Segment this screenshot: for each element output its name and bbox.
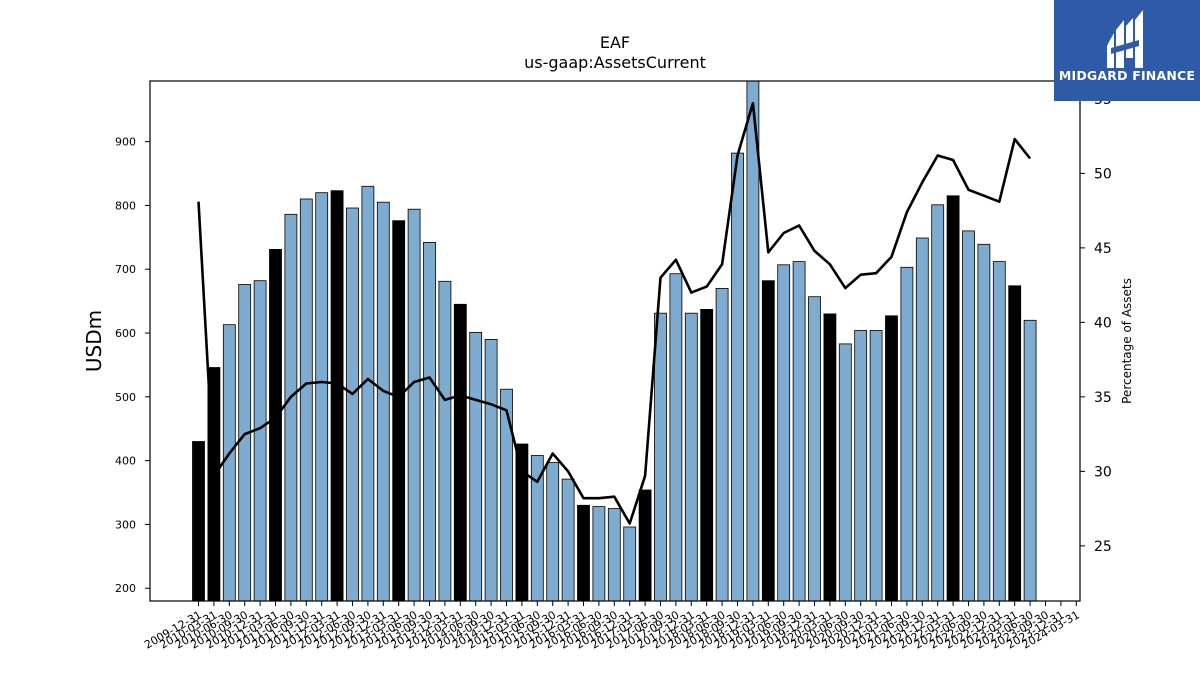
- plot-frame: [149, 80, 1081, 602]
- bar: [915, 237, 929, 602]
- bar: [1023, 319, 1037, 602]
- bar: [269, 248, 282, 602]
- bar: [731, 152, 744, 602]
- y-tick-label: 300: [115, 518, 136, 531]
- y2-tick-label: 35: [1094, 390, 1112, 406]
- bar: [315, 192, 329, 602]
- bar: [623, 526, 637, 602]
- y-axis-left: 200 300 400 500 600 700 800 900: [115, 136, 150, 595]
- bar: [700, 308, 714, 602]
- y-tick-label: 500: [115, 391, 136, 404]
- bar: [607, 508, 621, 602]
- bar: [299, 198, 313, 602]
- bar: [931, 204, 945, 602]
- bar: [654, 312, 667, 602]
- bar: [530, 455, 544, 602]
- bar: [253, 280, 267, 602]
- y-tick-label: 400: [115, 455, 136, 468]
- bar: [715, 287, 729, 602]
- brand-logo: MIDGARD FINANCE: [1054, 0, 1200, 101]
- y2-tick-label: 45: [1094, 241, 1112, 257]
- bar: [777, 264, 791, 602]
- y2-tick-label: 40: [1094, 315, 1112, 331]
- bar: [407, 208, 421, 602]
- bar: [838, 343, 852, 602]
- line-series: [197, 102, 1032, 525]
- bar: [808, 296, 821, 602]
- logo-text: MIDGARD FINANCE: [1058, 68, 1196, 83]
- y-tick-label: 600: [115, 327, 136, 340]
- bar: [1008, 285, 1022, 602]
- y2-tick-label: 50: [1094, 166, 1112, 182]
- y-tick-label: 900: [115, 136, 136, 149]
- bar: [823, 313, 837, 602]
- bar: [376, 201, 390, 602]
- bar: [684, 312, 698, 602]
- y2-tick-label: 30: [1094, 464, 1112, 480]
- bar: [330, 190, 344, 602]
- bar: [761, 280, 775, 602]
- y-axis-label: USDm: [82, 310, 106, 372]
- bar: [453, 303, 467, 602]
- bar: [577, 504, 590, 602]
- bar: [638, 489, 652, 602]
- y2-axis-label: Percentage of Assets: [1120, 278, 1134, 404]
- bar: [962, 230, 975, 602]
- y-tick-label: 800: [115, 199, 136, 212]
- bar-series: [192, 80, 1037, 602]
- bar: [469, 331, 483, 602]
- bar: [746, 80, 760, 602]
- percentage-line: [197, 102, 1032, 525]
- bar: [561, 478, 575, 602]
- bar: [792, 261, 806, 602]
- bar: [423, 241, 436, 602]
- bar: [438, 280, 452, 602]
- bar: [869, 330, 883, 602]
- bar: [484, 338, 498, 602]
- bar: [977, 243, 991, 602]
- bar: [946, 195, 960, 602]
- bar: [885, 315, 898, 602]
- bar: [222, 324, 236, 602]
- bar: [361, 185, 375, 602]
- bar: [854, 330, 868, 602]
- bar: [284, 213, 298, 602]
- bar: [500, 388, 513, 602]
- bar: [992, 261, 1006, 602]
- y-axis-right: 25303540455055: [1080, 92, 1112, 555]
- bar: [546, 462, 560, 602]
- bar: [669, 273, 683, 602]
- bar: [346, 207, 359, 602]
- bar: [238, 284, 252, 602]
- chart-subtitle: us-gaap:AssetsCurrent: [524, 53, 706, 72]
- midgard-logo-icon: [1107, 10, 1143, 68]
- y-tick-label: 700: [115, 263, 136, 276]
- bar: [900, 266, 914, 602]
- y-tick-label: 200: [115, 582, 136, 595]
- x-axis: 2009-12-312010-03-312010-06-302010-09-30…: [142, 601, 1082, 652]
- bar: [592, 506, 606, 602]
- bar: [192, 441, 205, 602]
- bar: [392, 220, 406, 602]
- chart-title: EAF: [600, 33, 630, 52]
- y2-tick-label: 25: [1094, 539, 1112, 555]
